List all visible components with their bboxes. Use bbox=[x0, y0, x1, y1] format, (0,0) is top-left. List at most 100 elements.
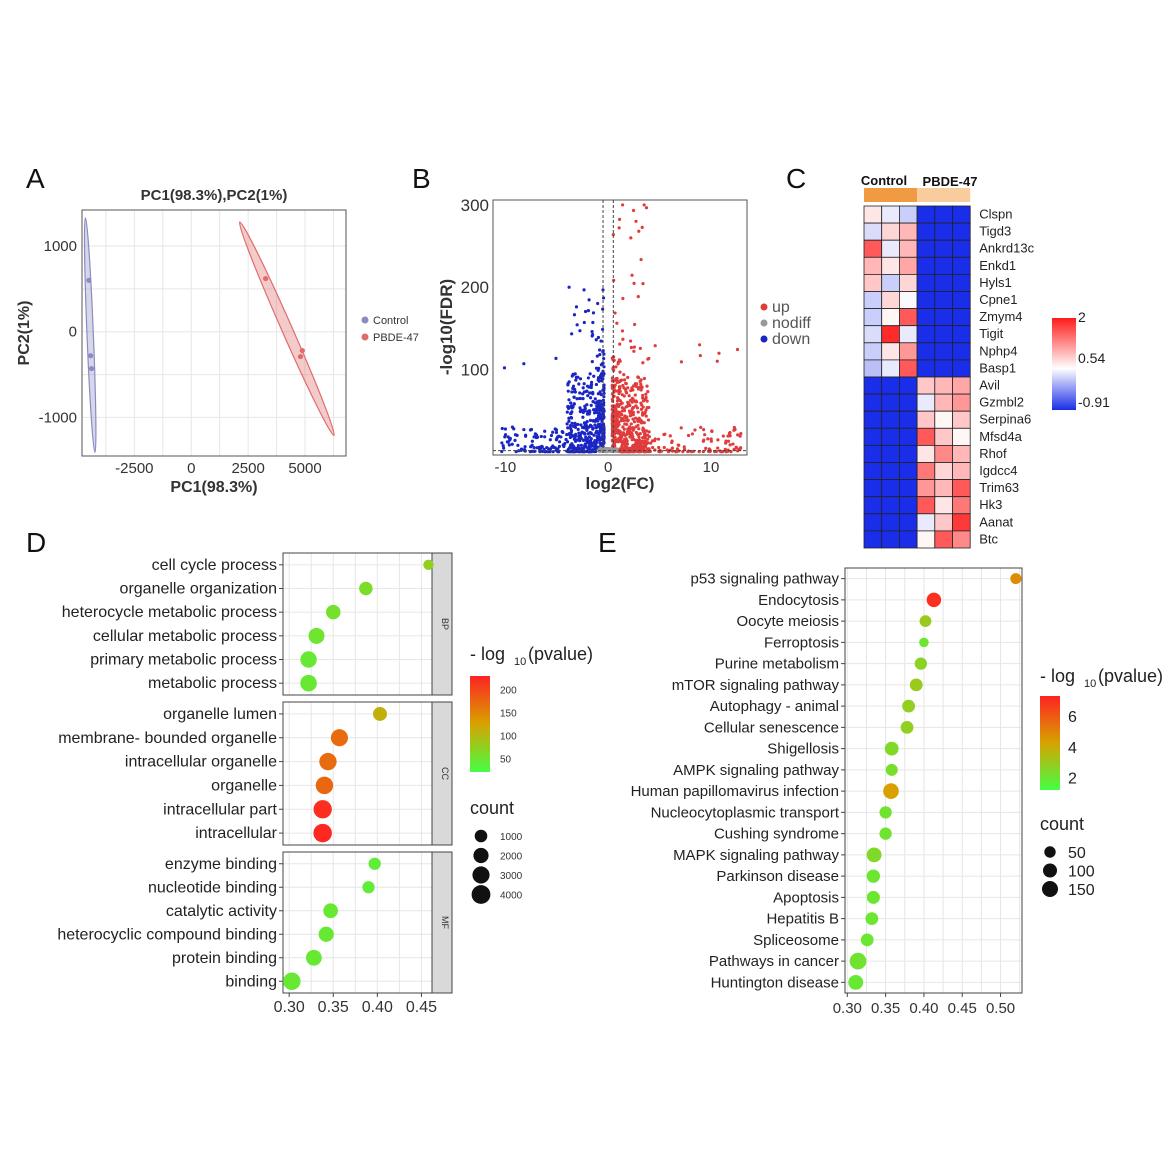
volcano-point bbox=[596, 403, 600, 407]
volcano-point bbox=[570, 332, 574, 336]
volcano-point bbox=[615, 321, 619, 325]
heatmap-cell bbox=[916, 291, 936, 310]
volcano-point bbox=[627, 394, 631, 398]
volcano-point bbox=[635, 400, 639, 404]
volcano-point bbox=[543, 435, 547, 439]
volcano-point bbox=[586, 376, 590, 380]
kegg-term-label: Shigellosis bbox=[767, 741, 839, 758]
volcano-point bbox=[565, 440, 570, 444]
heatmap-cell bbox=[863, 359, 883, 378]
volcano-point bbox=[733, 427, 737, 432]
heatmap-cell bbox=[934, 222, 953, 241]
volcano-point bbox=[634, 441, 638, 445]
volcano-point bbox=[595, 429, 599, 433]
volcano-point bbox=[630, 273, 634, 277]
volcano-point bbox=[630, 432, 634, 436]
heatmap-cell bbox=[863, 205, 883, 224]
volcano-point bbox=[502, 366, 507, 370]
volcano-point bbox=[643, 410, 647, 415]
volcano-point bbox=[640, 411, 645, 415]
volcano-legend-label: up bbox=[772, 299, 790, 316]
pca-ellipse-pbde-47 bbox=[238, 221, 335, 437]
volcano-point bbox=[510, 442, 514, 446]
volcano-legend-label: down bbox=[772, 331, 810, 348]
volcano-point bbox=[598, 417, 602, 421]
volcano-point bbox=[636, 410, 640, 414]
heatmap-cell bbox=[863, 273, 883, 292]
heatmap-cell bbox=[934, 479, 953, 498]
heatmap-cell bbox=[863, 325, 883, 344]
volcano-point bbox=[645, 433, 650, 437]
volcano-point bbox=[507, 443, 511, 447]
volcano-point bbox=[622, 378, 627, 382]
volcano-point bbox=[617, 385, 622, 389]
volcano-point bbox=[628, 398, 633, 403]
volcano-point bbox=[568, 446, 573, 450]
volcano-point bbox=[647, 405, 651, 410]
volcano-point bbox=[500, 441, 504, 445]
heatmap-cell bbox=[899, 359, 918, 378]
volcano-point bbox=[561, 443, 565, 447]
volcano-point bbox=[601, 427, 605, 431]
volcano-point bbox=[601, 296, 606, 300]
kegg-dot bbox=[866, 869, 881, 883]
volcano-point bbox=[623, 387, 627, 391]
volcano-point bbox=[621, 425, 625, 429]
heatmap-cell bbox=[934, 291, 953, 310]
volcano-point bbox=[638, 432, 642, 436]
go-colorbar-title-end: (pvalue) bbox=[528, 644, 593, 664]
volcano-point bbox=[638, 445, 642, 449]
volcano-point bbox=[555, 436, 559, 441]
volcano-point bbox=[641, 396, 645, 400]
kegg-x-tick: 0.35 bbox=[871, 1000, 900, 1017]
volcano-point bbox=[618, 342, 622, 346]
volcano-point bbox=[616, 396, 620, 400]
volcano-point bbox=[625, 439, 629, 443]
heatmap-cell bbox=[881, 513, 900, 532]
volcano-point bbox=[630, 406, 634, 411]
heatmap-cell bbox=[899, 273, 918, 292]
heatmap-cell bbox=[952, 427, 971, 446]
volcano-point bbox=[677, 443, 681, 447]
volcano-point bbox=[662, 432, 666, 437]
volcano-point bbox=[644, 392, 648, 396]
volcano-point bbox=[535, 435, 540, 439]
volcano-point bbox=[636, 419, 640, 423]
volcano-point bbox=[615, 389, 620, 393]
volcano-point bbox=[591, 333, 595, 337]
volcano-point bbox=[594, 338, 598, 342]
volcano-point bbox=[638, 379, 642, 384]
volcano-point bbox=[629, 345, 633, 350]
volcano-point bbox=[644, 408, 648, 412]
heatmap-cell bbox=[916, 359, 936, 378]
volcano-point bbox=[613, 439, 617, 443]
volcano-point bbox=[628, 435, 632, 439]
kegg-colorbar bbox=[1040, 696, 1060, 790]
heatmap-cell bbox=[934, 427, 953, 446]
volcano-point bbox=[726, 439, 731, 443]
kegg-term-label: Spliceosome bbox=[753, 932, 839, 949]
volcano-point bbox=[639, 401, 643, 405]
volcano-point bbox=[589, 437, 593, 441]
go-term-label: heterocyclic compound binding bbox=[57, 926, 277, 943]
volcano-point bbox=[634, 384, 638, 389]
volcano-point bbox=[576, 427, 580, 431]
go-term-label: intracellular organelle bbox=[125, 754, 277, 771]
volcano-x-tick: -10 bbox=[494, 459, 516, 476]
heatmap-cell bbox=[934, 342, 953, 361]
volcano-point bbox=[591, 320, 595, 325]
go-facet-strip bbox=[431, 552, 453, 696]
kegg-size-marker bbox=[1042, 881, 1058, 897]
volcano-point bbox=[715, 359, 719, 363]
volcano-point bbox=[634, 425, 638, 429]
go-term-label: organelle bbox=[211, 777, 277, 794]
go-dot bbox=[313, 800, 332, 819]
volcano-point bbox=[629, 422, 633, 426]
heatmap-cell bbox=[952, 410, 971, 429]
kegg-dot bbox=[849, 952, 867, 970]
volcano-point bbox=[530, 439, 534, 443]
heatmap-cell bbox=[899, 444, 918, 463]
volcano-point bbox=[606, 447, 610, 451]
heatmap-gene-label: Igdcc4 bbox=[979, 463, 1017, 478]
